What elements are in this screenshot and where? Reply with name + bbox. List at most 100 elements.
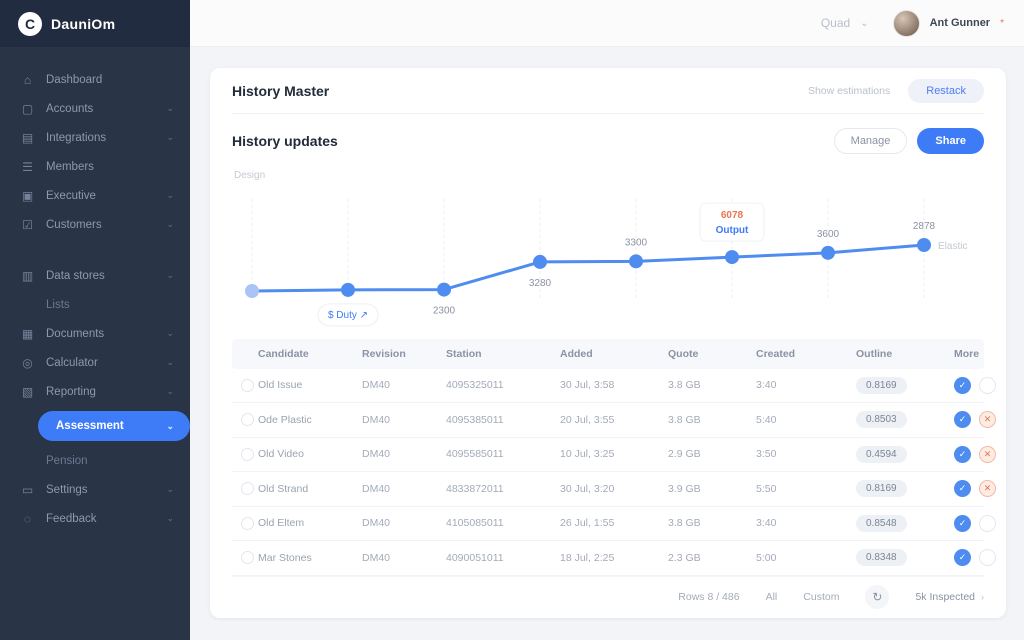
cell-outline: 0.8348 (856, 549, 954, 567)
sidebar-item-data-stores[interactable]: ▥ Data stores ⌄ (0, 261, 190, 290)
row-checkbox[interactable] (241, 516, 254, 530)
share-button[interactable]: Share (917, 127, 984, 154)
sidebar-item-label: Members (46, 160, 94, 173)
cell-outline: 0.8169 (856, 376, 954, 394)
sidebar-item-dashboard[interactable]: ⌂ Dashboard (0, 65, 190, 94)
column-header: Station (446, 347, 482, 360)
top-header: Quad ⌄ Ant Gunner * (190, 0, 1024, 47)
edit-action-icon[interactable]: ✓ (954, 411, 971, 429)
main-card: History Master Show estimations Restack … (210, 68, 1006, 618)
feedback-icon: ◌ (23, 511, 32, 526)
secondary-action-icon[interactable] (979, 549, 996, 567)
svg-text:2300: 2300 (433, 305, 456, 316)
sidebar-item-calculator[interactable]: ◎ Calculator ⌄ (0, 348, 190, 377)
row-actions: ✓ ✕ (954, 480, 996, 498)
sidebar-item-label: Calculator (46, 356, 98, 369)
cell-quote: 3.8 GB (668, 379, 701, 392)
edit-action-icon[interactable]: ✓ (954, 480, 971, 498)
section-title: History updates (232, 132, 338, 149)
svg-text:Elastic: Elastic (938, 241, 967, 252)
cell-created: 5:00 (756, 551, 777, 564)
svg-text:3280: 3280 (529, 277, 552, 288)
sidebar-item-label: Settings (46, 483, 88, 496)
sidebar-item-label: Executive (46, 189, 96, 202)
cell-created: 5:40 (756, 413, 777, 426)
sidebar-item-executive[interactable]: ▣ Executive ⌄ (0, 181, 190, 210)
sidebar-item-reporting[interactable]: ▧ Reporting ⌄ (0, 377, 190, 406)
table-row: Old Video DM40 4095585011 10 Jul, 3:25 2.9 G… (232, 438, 996, 473)
secondary-action-icon[interactable] (979, 376, 996, 394)
accounts-icon: ▢ (21, 101, 34, 116)
chevron-right-icon: › (981, 592, 984, 603)
chevron-down-icon[interactable]: ⌄ (860, 17, 869, 29)
row-checkbox[interactable] (241, 447, 254, 461)
cell-revision: DM40 (362, 413, 391, 426)
remove-action-icon[interactable]: ✕ (979, 445, 996, 463)
sidebar-item-label: Lists (46, 298, 70, 311)
avatar[interactable] (892, 9, 920, 37)
cell-revision: DM40 (362, 551, 391, 564)
remove-action-icon[interactable]: ✕ (979, 480, 996, 498)
sidebar-item-accounts[interactable]: ▢ Accounts ⌄ (0, 94, 190, 123)
outline-badge: 0.8348 (856, 549, 907, 567)
row-checkbox[interactable] (241, 413, 254, 427)
inspected-link[interactable]: 5k Inspected › (915, 591, 984, 603)
edit-action-icon[interactable]: ✓ (954, 514, 971, 532)
sidebar-item-integrations[interactable]: ▤ Integrations ⌄ (0, 123, 190, 152)
cell-station: 4095325011 (446, 379, 504, 392)
cell-added: 10 Jul, 3:25 (560, 448, 615, 461)
outline-badge: 0.8169 (856, 376, 907, 394)
manage-button[interactable]: Manage (833, 127, 908, 154)
column-header: Added (560, 347, 593, 360)
cell-added: 30 Jul, 3:20 (560, 482, 615, 495)
sidebar-item-label: Pension (46, 454, 88, 467)
chevron-down-icon: ⌄ (166, 103, 174, 113)
sidebar-item-settings[interactable]: ▭ Settings ⌄ (0, 475, 190, 504)
sidebar-item-feedback[interactable]: ◌ Feedback ⌄ (0, 504, 190, 533)
card-header: History Master Show estimations Restack (232, 68, 984, 115)
data-stores-icon: ▥ (21, 268, 34, 283)
sidebar-item-label: Feedback (46, 512, 97, 525)
row-actions: ✓ (954, 376, 996, 394)
sidebar-item-label: Customers (46, 218, 102, 231)
row-checkbox[interactable] (241, 551, 254, 565)
row-checkbox[interactable] (241, 482, 254, 496)
svg-text:Output: Output (716, 225, 749, 236)
sidebar-item-assessment[interactable]: Assessment ⌄ (38, 411, 190, 441)
cell-quote: 3.8 GB (668, 517, 701, 530)
sidebar-item-members[interactable]: ☰ Members (0, 152, 190, 181)
chevron-down-icon: ⌄ (166, 270, 174, 280)
restack-button[interactable]: Restack (908, 78, 984, 103)
cell-revision: DM40 (362, 448, 391, 461)
edit-action-icon[interactable]: ✓ (954, 549, 971, 567)
cell-name: Ode Plastic (258, 413, 312, 426)
documents-icon: ▦ (21, 326, 34, 341)
secondary-action-icon[interactable] (979, 514, 996, 532)
filter-all[interactable]: All (765, 591, 778, 604)
filter-custom[interactable]: Custom (803, 591, 840, 604)
edit-action-icon[interactable]: ✓ (954, 376, 971, 394)
sidebar-item-label: Dashboard (46, 73, 103, 86)
refresh-icon[interactable]: ↻ (865, 585, 890, 610)
sidebar-item-customers[interactable]: ☑ Customers ⌄ (0, 210, 190, 239)
cell-station: 4095385011 (446, 413, 504, 426)
workspace-selector[interactable]: Quad (820, 16, 851, 30)
sidebar-item-label: Documents (46, 327, 105, 340)
cell-created: 3:50 (756, 448, 777, 461)
members-icon: ☰ (22, 159, 33, 174)
cell-created: 5:50 (756, 482, 777, 495)
user-name[interactable]: Ant Gunner (929, 17, 991, 29)
remove-action-icon[interactable]: ✕ (979, 411, 996, 429)
row-checkbox[interactable] (241, 378, 254, 392)
cell-added: 30 Jul, 3:58 (560, 379, 615, 392)
sidebar-item-lists[interactable]: Lists (0, 290, 190, 319)
sidebar-item-label: Accounts (46, 102, 94, 115)
inspected-label: 5k Inspected (915, 591, 975, 604)
edit-action-icon[interactable]: ✓ (954, 445, 971, 463)
sidebar-item-pension[interactable]: Pension (0, 446, 190, 475)
table-footer: Rows 8 / 486 All Custom ↻ 5k Inspected › (232, 575, 984, 618)
cell-revision: DM40 (362, 517, 391, 530)
cell-name: Old Video (258, 448, 304, 461)
sidebar-item-documents[interactable]: ▦ Documents ⌄ (0, 319, 190, 348)
row-actions: ✓ ✕ (954, 445, 996, 463)
